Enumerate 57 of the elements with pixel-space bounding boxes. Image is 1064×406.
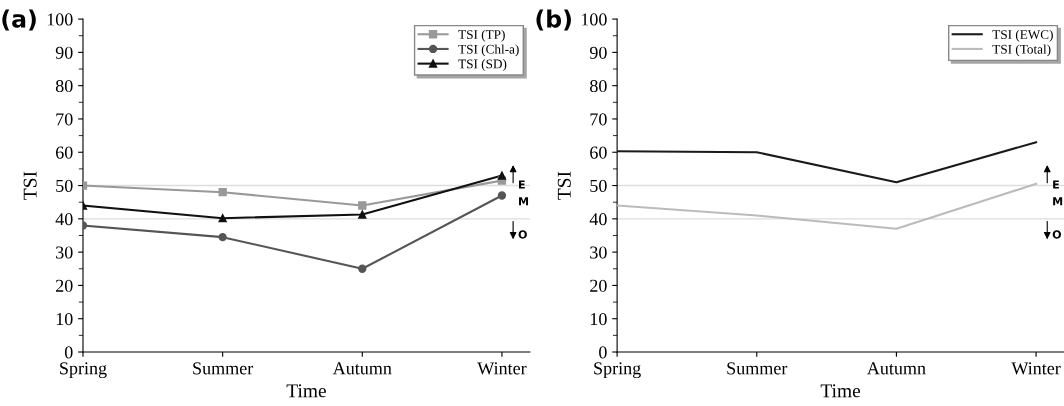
x-tick-label: Winter: [477, 362, 527, 375]
line-series: [617, 182, 1038, 230]
y-tick-label: 100: [47, 13, 73, 26]
line-series: [617, 141, 1038, 184]
point: [358, 264, 367, 273]
x-tick-label: Summer: [193, 362, 254, 375]
y-tick-label: 80: [55, 79, 73, 93]
y-tick-label: 60: [55, 146, 73, 159]
y-tick-label: 90: [55, 46, 73, 59]
y-tick-label: 50: [590, 179, 607, 192]
chart-title: (a): [2, 9, 36, 31]
y-tick-label: 90: [589, 46, 607, 59]
chart-title: (b): [536, 9, 571, 31]
legend-label: TSI (Total): [992, 44, 1051, 57]
y-tick-label: 20: [56, 279, 73, 292]
annotation: M: [1053, 197, 1063, 206]
annotation: O: [1052, 230, 1062, 239]
y-tick-label: 30: [56, 246, 73, 259]
annotation: O: [518, 230, 527, 239]
annotation: M: [519, 197, 529, 206]
point: [358, 210, 367, 219]
annotation: E: [1053, 180, 1059, 189]
point: [218, 232, 227, 242]
legend-label: TSI (EWC): [992, 29, 1053, 42]
point: [218, 214, 227, 223]
y-tick-label: 50: [56, 179, 73, 192]
y-tick-label: 70: [56, 113, 73, 126]
y-axis-title: TSI: [557, 171, 571, 200]
legend-label: TSI (SD): [458, 59, 507, 72]
x-axis-title: Time: [820, 384, 861, 398]
x-tick-label: Summer: [727, 362, 788, 375]
x-tick-label: Spring: [594, 362, 641, 379]
x-tick-label: Autumn: [332, 362, 392, 375]
point: [218, 188, 227, 197]
y-tick-label: 100: [581, 13, 607, 26]
y-tick-label: 30: [590, 246, 607, 259]
y-tick-label: 20: [590, 279, 607, 292]
y-tick-label: 60: [590, 146, 607, 159]
x-axis-title: Time: [286, 384, 326, 398]
legend-label: TSI (Chl-a): [458, 44, 519, 57]
x-tick-label: Spring: [60, 362, 107, 379]
y-axis-title: TSI: [23, 171, 37, 200]
y-tick-label: 10: [56, 312, 73, 326]
y-tick-label: 0: [599, 346, 607, 359]
y-tick-label: 10: [590, 312, 607, 326]
point: [497, 171, 507, 180]
annotation: E: [519, 180, 525, 189]
y-tick-label: 70: [590, 113, 607, 126]
legend-label: TSI (TP): [458, 29, 505, 42]
point: [358, 201, 367, 210]
x-tick-label: Autumn: [867, 362, 926, 375]
y-tick-label: 80: [590, 79, 607, 93]
x-tick-label: Winter: [1011, 362, 1061, 375]
point: [497, 191, 507, 200]
y-tick-label: 0: [64, 346, 73, 359]
y-tick-label: 40: [55, 213, 73, 226]
y-tick-label: 40: [589, 213, 607, 226]
